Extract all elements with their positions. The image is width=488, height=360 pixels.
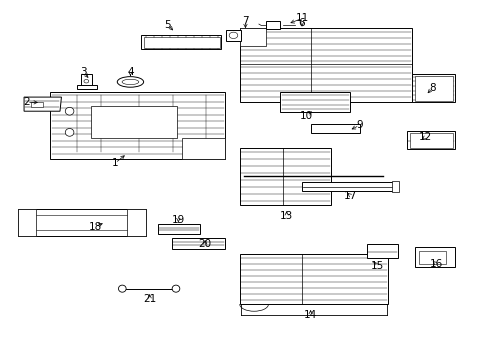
Polygon shape: [409, 133, 452, 148]
Ellipse shape: [84, 80, 89, 83]
Text: 18: 18: [88, 221, 102, 231]
Polygon shape: [414, 247, 454, 267]
Polygon shape: [31, 102, 43, 107]
Polygon shape: [18, 209, 36, 236]
Polygon shape: [302, 182, 397, 191]
Polygon shape: [143, 37, 219, 48]
Polygon shape: [239, 254, 387, 304]
Text: 11: 11: [295, 13, 308, 23]
Polygon shape: [81, 74, 92, 89]
Polygon shape: [158, 224, 200, 234]
Polygon shape: [50, 92, 225, 159]
Text: 21: 21: [142, 294, 156, 304]
Polygon shape: [91, 106, 177, 138]
Polygon shape: [411, 74, 454, 102]
Text: 7: 7: [242, 16, 248, 26]
Text: 3: 3: [81, 67, 87, 77]
Polygon shape: [239, 28, 265, 46]
Text: 15: 15: [370, 261, 384, 271]
Polygon shape: [24, 97, 61, 111]
Polygon shape: [141, 35, 221, 49]
Text: 17: 17: [344, 191, 357, 201]
Text: 1: 1: [112, 158, 118, 168]
Polygon shape: [310, 124, 359, 134]
Polygon shape: [239, 148, 330, 206]
Ellipse shape: [65, 129, 74, 136]
Text: 9: 9: [355, 120, 362, 130]
Polygon shape: [18, 209, 146, 236]
Text: 16: 16: [428, 259, 442, 269]
Polygon shape: [226, 30, 240, 41]
Polygon shape: [366, 244, 397, 258]
Text: 2: 2: [23, 98, 30, 107]
Polygon shape: [419, 251, 445, 264]
Text: 12: 12: [418, 132, 431, 142]
Ellipse shape: [65, 107, 74, 115]
Polygon shape: [239, 28, 411, 102]
Text: 19: 19: [171, 215, 184, 225]
Text: 8: 8: [428, 83, 435, 93]
Text: 5: 5: [164, 20, 171, 30]
Ellipse shape: [172, 285, 180, 292]
Polygon shape: [280, 92, 349, 112]
Polygon shape: [391, 181, 398, 192]
Polygon shape: [171, 238, 225, 249]
Text: 20: 20: [198, 239, 211, 249]
Text: 14: 14: [304, 310, 317, 320]
Polygon shape: [127, 209, 146, 236]
Polygon shape: [182, 138, 225, 159]
Polygon shape: [407, 131, 454, 149]
Text: 4: 4: [127, 67, 134, 77]
Ellipse shape: [117, 77, 143, 87]
Ellipse shape: [229, 32, 237, 39]
Ellipse shape: [122, 79, 139, 85]
Text: 13: 13: [280, 211, 293, 221]
Ellipse shape: [118, 285, 126, 292]
Polygon shape: [265, 21, 280, 29]
Polygon shape: [77, 85, 97, 89]
Polygon shape: [414, 76, 452, 101]
Text: 6: 6: [298, 18, 305, 28]
Text: 10: 10: [300, 111, 313, 121]
